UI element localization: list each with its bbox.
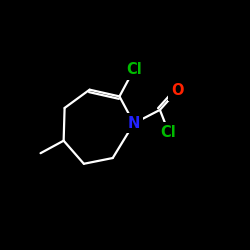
Text: O: O	[171, 83, 183, 98]
Text: Cl: Cl	[161, 124, 176, 140]
Text: Cl: Cl	[126, 62, 142, 77]
Text: N: N	[128, 116, 140, 131]
